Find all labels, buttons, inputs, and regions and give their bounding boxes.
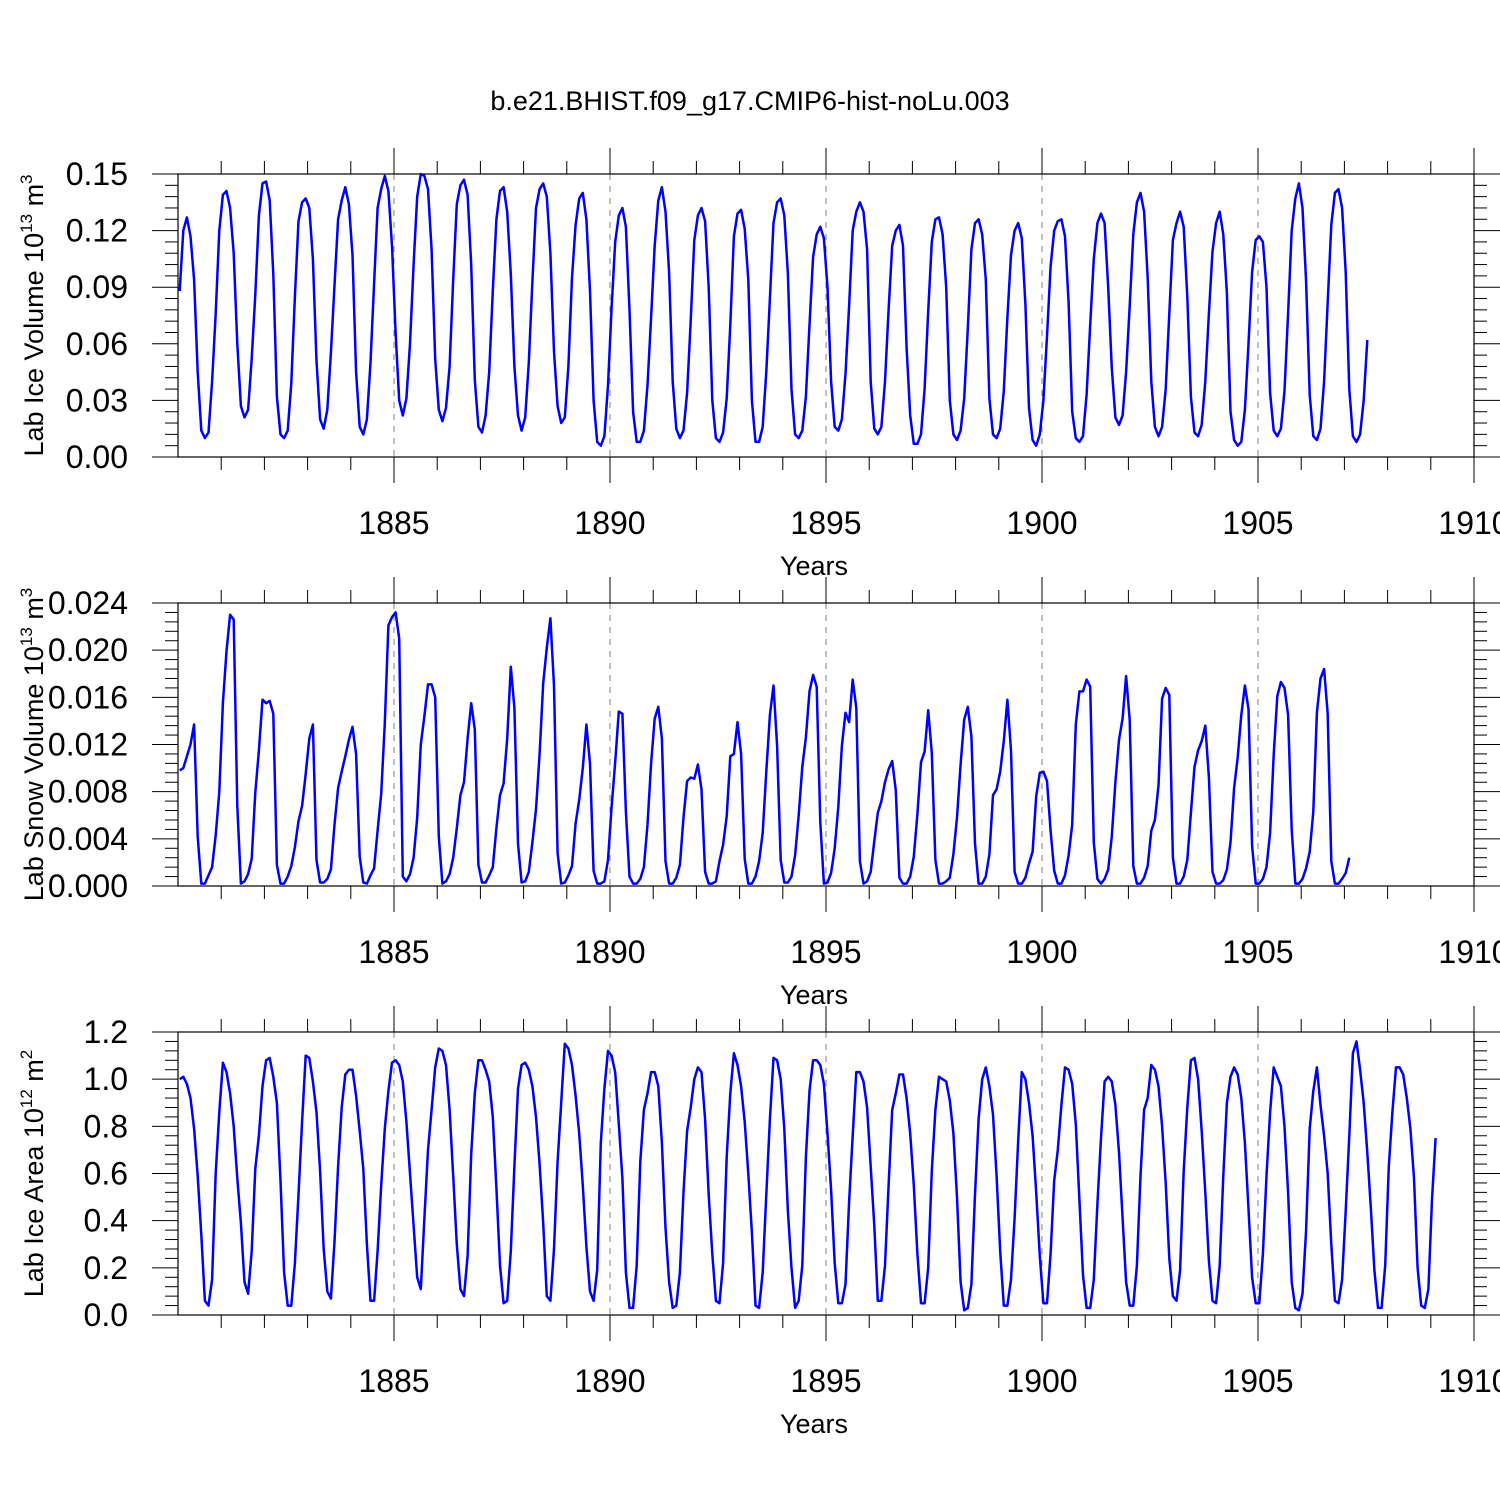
x-axis-title: Years (780, 980, 848, 1010)
y-tick-label: 1.2 (84, 1014, 128, 1050)
y-tick-label: 0.00 (66, 439, 128, 475)
y-tick-label: 0.4 (84, 1203, 128, 1239)
figure-title: b.e21.BHIST.f09_g17.CMIP6-hist-noLu.003 (490, 86, 1009, 116)
y-tick-label: 0.020 (48, 632, 128, 668)
x-tick-label: 1890 (574, 1363, 645, 1399)
x-tick-label: 1910 (1438, 505, 1500, 541)
y-tick-label: 0.012 (48, 727, 128, 763)
y-tick-label: 0.0 (84, 1297, 128, 1333)
y-tick-label: 0.06 (66, 326, 128, 362)
y-axis-title: Lab Ice Volume 1013 m3 (17, 174, 49, 456)
x-tick-label: 1895 (790, 934, 861, 970)
x-tick-label: 1905 (1222, 505, 1293, 541)
panel-3: 1885 1890 1895 1900 1905 1910 Years 0.0 0.2 0.4 0.… (17, 1006, 1500, 1439)
series-line (179, 1040, 1437, 1312)
y-tick-label: 0.2 (84, 1250, 128, 1286)
x-tick-label: 1885 (358, 505, 429, 541)
y-tick-label: 0.12 (66, 213, 128, 249)
x-tick-label: 1905 (1222, 1363, 1293, 1399)
x-tick-label: 1910 (1438, 1363, 1500, 1399)
y-tick-label: 0.024 (48, 585, 128, 621)
y-tick-label: 0.03 (66, 382, 128, 418)
y-tick-label: 0.15 (66, 156, 128, 192)
y-axis-title: Lab Ice Area 1012 m2 (17, 1050, 49, 1298)
y-tick-label: 0.008 (48, 774, 128, 810)
y-axis-title: Lab Snow Volume 1013 m3 (17, 588, 49, 902)
y-tick-label: 0.8 (84, 1108, 128, 1144)
panel-1: 1885 1890 1895 1900 1905 1910 Years 0.00 0.03 0.0… (17, 148, 1500, 581)
x-tick-label: 1900 (1006, 505, 1077, 541)
y-tick-label: 0.6 (84, 1156, 128, 1192)
x-tick-label: 1900 (1006, 1363, 1077, 1399)
x-tick-label: 1900 (1006, 934, 1077, 970)
x-tick-label: 1910 (1438, 934, 1500, 970)
y-tick-label: 0.000 (48, 868, 128, 904)
y-tick-label: 0.004 (48, 821, 128, 857)
series-line (178, 172, 1369, 447)
x-axis-title: Years (780, 1409, 848, 1439)
y-tick-label: 1.0 (84, 1061, 128, 1097)
y-tick-label: 0.09 (66, 269, 128, 305)
y-tick-label: 0.016 (48, 679, 128, 715)
x-tick-label: 1885 (358, 1363, 429, 1399)
x-tick-label: 1895 (790, 505, 861, 541)
panel-2: 1885 1890 1895 1900 1905 1910 Years 0.000 0.004 0… (17, 577, 1500, 1010)
x-tick-label: 1885 (358, 934, 429, 970)
panels: 1885 1890 1895 1900 1905 1910 Years 0.00 0.03 0.0… (17, 148, 1500, 1439)
x-axis-title: Years (780, 551, 848, 581)
x-tick-label: 1895 (790, 1363, 861, 1399)
x-tick-label: 1905 (1222, 934, 1293, 970)
series-line (179, 611, 1351, 885)
x-tick-label: 1890 (574, 505, 645, 541)
x-tick-label: 1890 (574, 934, 645, 970)
